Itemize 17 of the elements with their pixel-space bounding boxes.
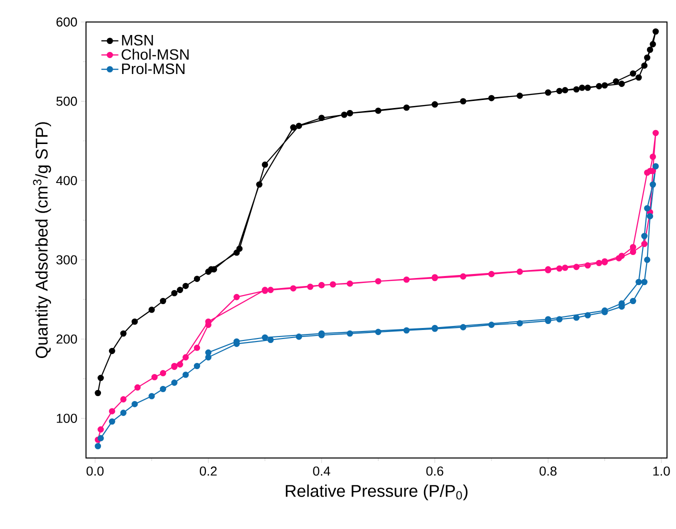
y-tick-label: 400 xyxy=(56,176,77,186)
x-tick-label: 0.0 xyxy=(86,466,104,476)
x-tick-label: 0.4 xyxy=(313,466,330,476)
x-tick-label: 0.8 xyxy=(540,466,557,476)
legend-label: Prol-MSN xyxy=(122,63,184,74)
x-tick-label: 0.6 xyxy=(426,466,444,476)
x-tick-label: 1.0 xyxy=(653,466,670,476)
y-axis-title: Quantity Adsorbed (cm$^{3}$/g STP) xyxy=(32,122,52,358)
x-axis-title: Relative Pressure (P/P$_{0}$) xyxy=(286,484,468,500)
y-tick-label: 200 xyxy=(56,334,77,344)
legend-label: Chol-MSN xyxy=(122,48,189,60)
y-tick-label: 100 xyxy=(56,414,77,423)
x-tick-label: 0.2 xyxy=(200,466,217,476)
y-tick-label: 600 xyxy=(56,17,77,27)
legend-label: MSN xyxy=(122,34,153,46)
y-tick-label: 500 xyxy=(56,96,77,106)
y-tick-label: 300 xyxy=(56,255,77,264)
